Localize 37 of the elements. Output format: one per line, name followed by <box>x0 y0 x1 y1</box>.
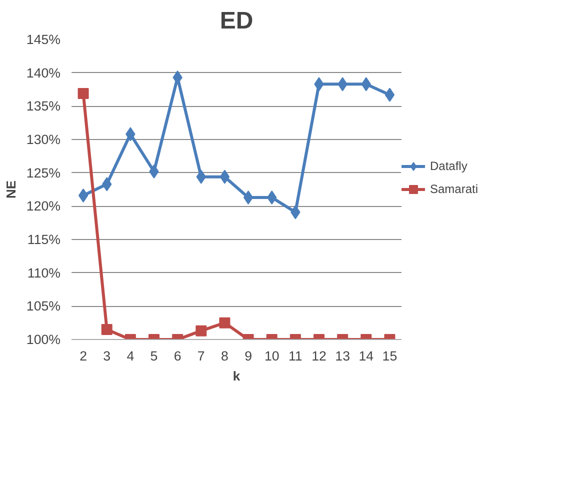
chart-title: ED <box>220 8 254 34</box>
point <box>149 164 159 178</box>
x-tick-label: 12 <box>312 348 326 364</box>
y-tick-label: 135% <box>26 98 61 114</box>
x-tick-label: 9 <box>244 348 252 364</box>
x-tick-label: 8 <box>221 348 228 364</box>
y-axis-title: NE <box>3 180 18 199</box>
y-tick-label: 140% <box>26 65 61 80</box>
x-tick-label: 11 <box>288 348 302 364</box>
y-tick-label: 100% <box>26 332 61 347</box>
point <box>243 190 254 204</box>
y-tick-label: 120% <box>26 198 61 214</box>
x-tick-label: 14 <box>358 348 374 364</box>
x-tick-label: 2 <box>80 348 87 364</box>
point <box>78 88 89 99</box>
legend-label: Datafly <box>430 159 468 173</box>
point <box>172 70 182 84</box>
x-tick-label: 6 <box>174 348 182 364</box>
x-tick-label: 15 <box>382 348 398 364</box>
x-axis-title: k <box>232 368 241 384</box>
y-tick-label: 130% <box>26 132 61 147</box>
y-tick-label: 105% <box>26 298 61 314</box>
x-tick-label: 10 <box>264 348 280 364</box>
point <box>78 188 88 202</box>
point <box>220 170 230 184</box>
x-tick-label: 7 <box>197 348 205 364</box>
y-tick-label: 115% <box>27 232 61 247</box>
y-tick-label: 125% <box>26 165 61 180</box>
x-tick-label: 4 <box>126 348 135 364</box>
x-tick-label: 13 <box>335 348 350 364</box>
y-tick-label: 145% <box>26 32 61 47</box>
point <box>267 190 277 204</box>
legend-label: Samarati <box>430 182 478 196</box>
y-tick-label: 110% <box>27 265 61 280</box>
x-tick-label: 5 <box>150 348 158 364</box>
point <box>384 88 395 102</box>
x-tick-label: 3 <box>103 348 111 364</box>
